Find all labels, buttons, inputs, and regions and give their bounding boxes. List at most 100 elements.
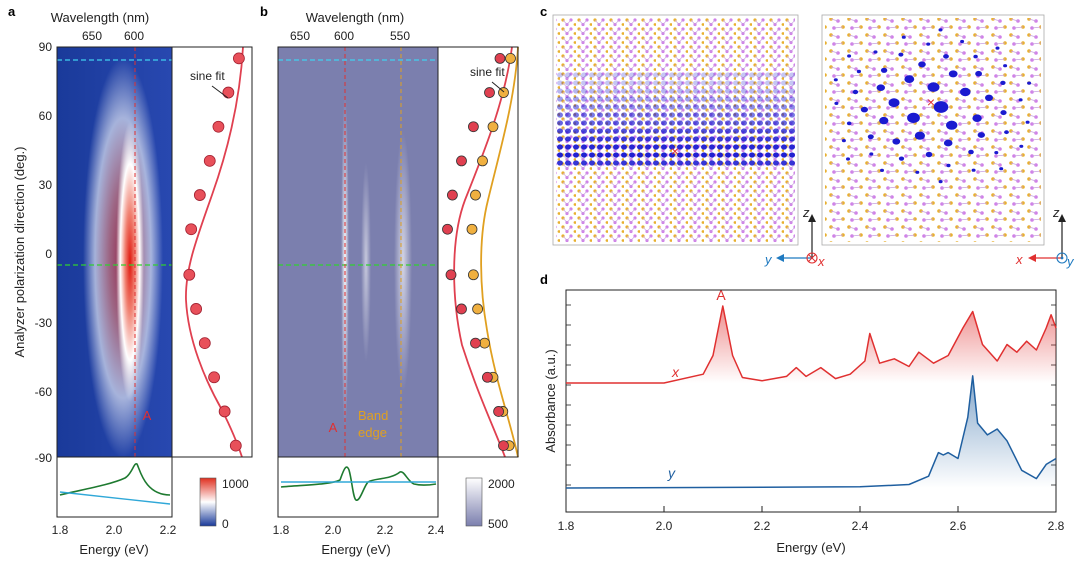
wavefunction-lobe xyxy=(685,160,691,166)
wavefunction-lobe xyxy=(637,112,643,118)
wavefunction-lobe xyxy=(661,160,667,166)
wavefunction-lobe xyxy=(773,104,779,110)
wavefunction-lobe xyxy=(661,112,667,118)
wavefunction-lobe xyxy=(621,80,627,86)
wavefunction-lobe xyxy=(765,104,771,110)
wavefunction-lobe xyxy=(573,80,579,86)
wavefunction-lobe xyxy=(557,88,563,94)
wavefunction-lobe xyxy=(637,144,643,150)
wavefunction-lobe xyxy=(653,144,659,150)
wavefunction-lobe xyxy=(781,144,787,150)
wavefunction-lobe xyxy=(669,120,675,126)
wavefunction-lobe xyxy=(661,80,667,86)
panel-b-fit-curve-band xyxy=(480,46,519,458)
wavefunction-lobe xyxy=(629,144,635,150)
wavefunction-lobe xyxy=(669,144,675,150)
panel-c-left-axes: z y x xyxy=(764,205,825,269)
wavefunction-lobe xyxy=(613,88,619,94)
wavefunction-lobe xyxy=(629,120,635,126)
wavefunction-lobe xyxy=(717,120,723,126)
wavefunction-lobe xyxy=(605,80,611,86)
wavefunction-lobe xyxy=(946,163,951,168)
wavefunction-lobe xyxy=(581,128,587,134)
panel-d-x-label: Energy (eV) xyxy=(776,540,845,555)
wavefunction-lobe xyxy=(589,112,595,118)
wavefunction-lobe xyxy=(613,80,619,86)
wavefunction-lobe xyxy=(773,112,779,118)
wavefunction-lobe xyxy=(725,72,731,78)
fit-point xyxy=(198,337,211,350)
wavefunction-lobe xyxy=(765,80,771,86)
wavefunction-lobe xyxy=(781,160,787,166)
arrow-head-icon xyxy=(776,254,784,262)
wavefunction-lobe xyxy=(725,136,731,142)
wavefunction-lobe xyxy=(573,144,579,150)
wavefunction-lobe xyxy=(946,120,958,130)
wavefunction-lobe xyxy=(781,112,787,118)
wavefunction-lobe xyxy=(943,139,953,147)
wavefunction-lobe xyxy=(653,152,659,158)
wavefunction-lobe xyxy=(605,104,611,110)
wavefunction-lobe xyxy=(573,72,579,78)
wavefunction-lobe xyxy=(565,128,571,134)
panel-b-colorbar-min: 500 xyxy=(488,517,508,531)
fit-point xyxy=(208,371,221,384)
wavefunction-lobe xyxy=(733,128,739,134)
wavefunction-lobe xyxy=(565,160,571,166)
y-tick: -60 xyxy=(35,385,53,399)
wavefunction-lobe xyxy=(765,120,771,126)
wavefunction-lobe xyxy=(613,160,619,166)
x-tick-label: 2.0 xyxy=(656,519,673,533)
wavefunction-lobe xyxy=(661,72,667,78)
panel-b-fit-label: sine fit xyxy=(470,65,505,79)
wavefunction-lobe xyxy=(781,128,787,134)
axis-z-label: z xyxy=(1052,205,1060,220)
wavefunction-lobe xyxy=(685,80,691,86)
wavefunction-lobe xyxy=(565,152,571,158)
wavefunction-lobe xyxy=(685,120,691,126)
panel-b-top-axis-label: Wavelength (nm) xyxy=(306,10,405,25)
fit-point-a xyxy=(470,337,481,349)
panel-a-colorbar xyxy=(199,477,217,527)
panel-b-top-tick: 650 xyxy=(290,29,310,43)
panel-a-fit-arrow xyxy=(211,85,229,99)
wavefunction-lobe xyxy=(573,88,579,94)
wavefunction-lobe xyxy=(709,128,715,134)
wavefunction-lobe xyxy=(661,128,667,134)
panel-b-fit-curve-a xyxy=(453,46,513,458)
wavefunction-lobe xyxy=(725,80,731,86)
wavefunction-lobe xyxy=(789,120,795,126)
wavefunction-lobe xyxy=(773,152,779,158)
wavefunction-lobe xyxy=(915,170,920,174)
wavefunction-lobe xyxy=(677,112,683,118)
panel-d: d Absorbance (a.u.) 1.8 2.0 2.2 2.4 2.6 2.8 E… xyxy=(540,272,1065,555)
wavefunction-lobe xyxy=(637,72,643,78)
wavefunction-lobe xyxy=(789,72,795,78)
wavefunction-lobe xyxy=(701,80,707,86)
wavefunction-lobe xyxy=(581,104,587,110)
wavefunction-lobe xyxy=(693,144,699,150)
wavefunction-lobe xyxy=(999,167,1004,171)
wavefunction-lobe xyxy=(557,136,563,142)
wavefunction-lobe xyxy=(573,128,579,134)
wavefunction-lobe xyxy=(701,96,707,102)
wavefunction-lobe xyxy=(709,96,715,102)
wavefunction-lobe xyxy=(709,72,715,78)
wavefunction-lobe xyxy=(693,96,699,102)
fit-point-a xyxy=(498,440,509,452)
wavefunction-lobe xyxy=(685,128,691,134)
wavefunction-lobe xyxy=(597,128,603,134)
wavefunction-lobe xyxy=(661,144,667,150)
wavefunction-lobe xyxy=(717,144,723,150)
wavefunction-lobe xyxy=(880,67,888,73)
wavefunction-lobe xyxy=(685,144,691,150)
wavefunction-lobe xyxy=(701,144,707,150)
wavefunction-lobe xyxy=(725,104,731,110)
wavefunction-lobe xyxy=(557,144,563,150)
panel-b-band-edge-streak xyxy=(394,132,412,392)
panel-c: c × z y x × z x xyxy=(540,4,1075,269)
wavefunction-lobe xyxy=(613,112,619,118)
wavefunction-lobe xyxy=(973,54,978,59)
y-tick: 0 xyxy=(45,247,52,261)
wavefunction-lobe xyxy=(693,104,699,110)
